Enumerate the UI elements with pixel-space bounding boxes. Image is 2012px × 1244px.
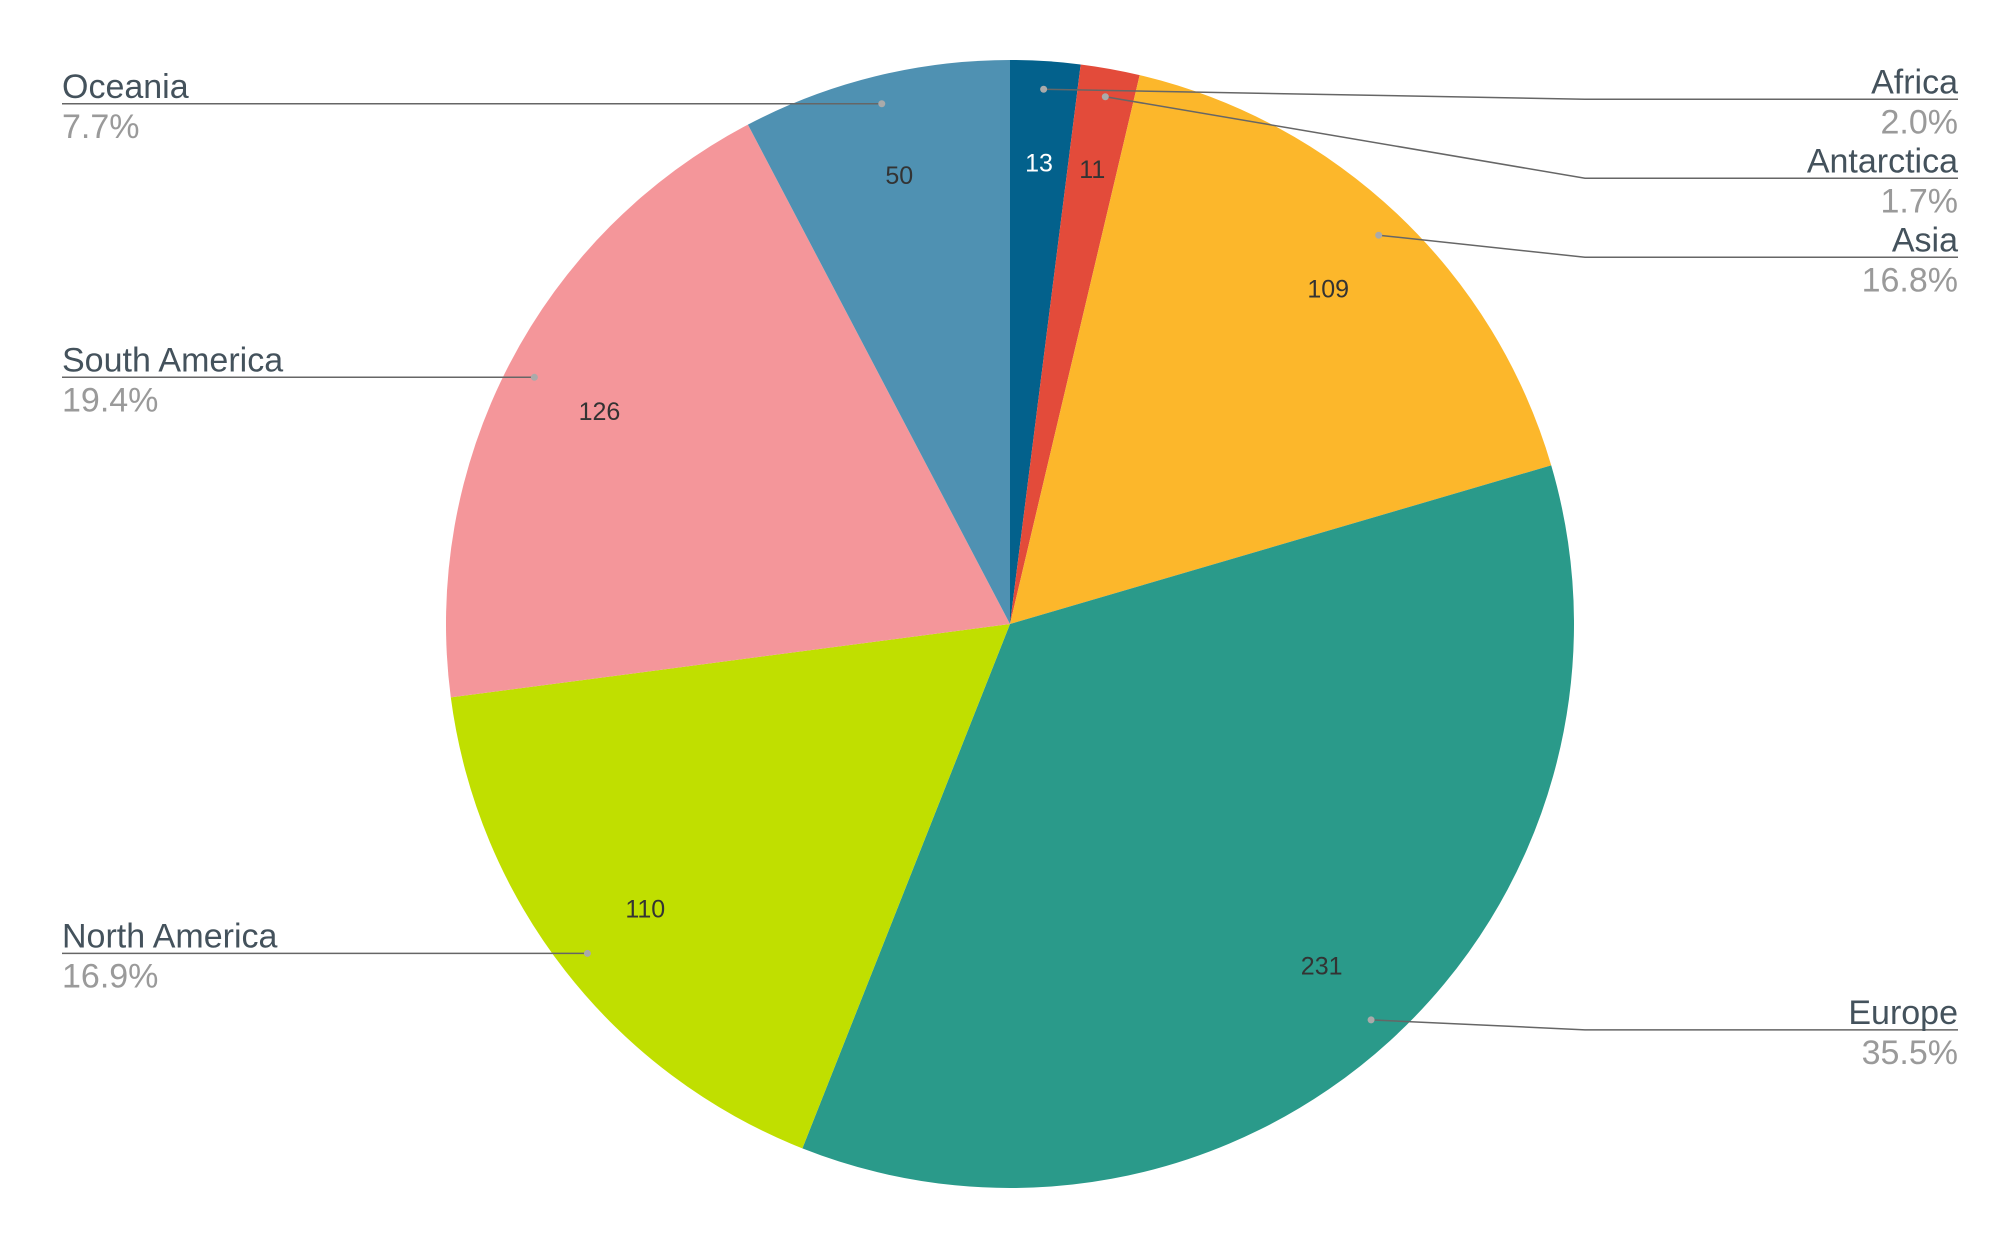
data-label: 109 xyxy=(1307,275,1349,303)
leader-line xyxy=(1043,88,1958,101)
percent-label: 1.7% xyxy=(1881,182,1959,220)
pie-slice xyxy=(1010,64,1140,624)
leader-dot xyxy=(530,373,538,381)
legend-label: Oceania xyxy=(62,68,189,106)
percent-label: 2.0% xyxy=(1881,103,1959,141)
leader-dot xyxy=(1367,1016,1375,1024)
pie-slice xyxy=(1010,75,1552,625)
pie-slice xyxy=(446,124,1011,698)
data-label: 50 xyxy=(885,162,913,190)
percent-label: 16.9% xyxy=(62,957,158,995)
pie-slice xyxy=(1010,60,1081,624)
percent-label: 7.7% xyxy=(62,108,140,146)
data-label: 13 xyxy=(1025,149,1053,177)
leader-dot xyxy=(878,100,886,108)
percent-label: 35.5% xyxy=(1862,1034,1958,1072)
leader-dot xyxy=(1040,85,1048,93)
pie-slice xyxy=(802,465,1574,1188)
leader-line xyxy=(1378,234,1958,259)
data-label: 126 xyxy=(579,398,621,426)
leader-dot xyxy=(1375,231,1383,239)
percent-label: 19.4% xyxy=(62,381,158,419)
leader-dot xyxy=(1101,93,1109,101)
legend-label: Africa xyxy=(1871,63,1958,101)
leader-line xyxy=(1371,1019,1958,1031)
legend-label: Asia xyxy=(1892,221,1958,259)
data-label: 110 xyxy=(625,895,665,923)
legend-label: Europe xyxy=(1848,994,1958,1032)
legend-label: South America xyxy=(62,341,283,379)
pie-slice xyxy=(747,60,1010,624)
percent-label: 16.8% xyxy=(1862,261,1958,299)
pie-slice xyxy=(450,624,1010,1149)
legend-label: Antarctica xyxy=(1807,142,1958,180)
leader-line xyxy=(1105,96,1958,180)
data-label: 231 xyxy=(1301,953,1343,981)
legend-label: North America xyxy=(62,917,277,955)
leader-dot xyxy=(583,949,591,957)
data-label: 11 xyxy=(1079,156,1105,184)
